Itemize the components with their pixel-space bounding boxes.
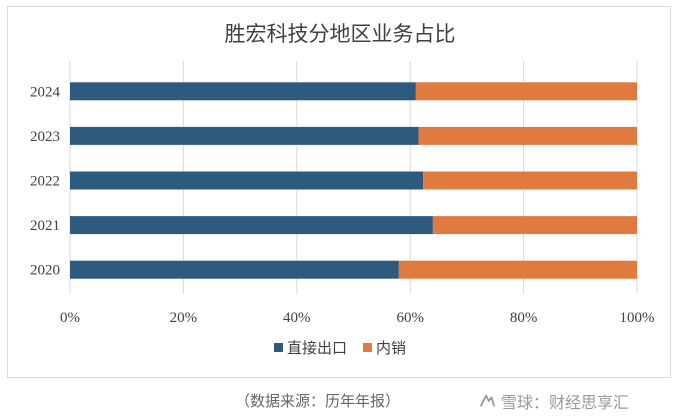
bar-2024-内销 — [415, 82, 637, 101]
bar-2022-内销 — [423, 171, 637, 190]
x-tick-label: 100% — [620, 310, 655, 326]
x-tick-label: 80% — [510, 310, 538, 326]
legend-swatch — [363, 343, 372, 352]
bar-2020-直接出口 — [70, 260, 399, 279]
y-tick-label: 2022 — [30, 174, 60, 190]
y-axis-labels: 2024 2023 2022 2021 2020 — [30, 84, 61, 278]
bar-2024-直接出口 — [70, 82, 416, 101]
x-tick-label: 40% — [283, 310, 311, 326]
bar-2021-内销 — [432, 216, 637, 235]
watermark: 雪球：财经思享汇 — [478, 389, 629, 413]
watermark-text: 雪球：财经思享汇 — [501, 393, 630, 412]
bar-2023-内销 — [418, 126, 637, 145]
chart-frame: 胜宏科技分地区业务占比 2024 2023 2022 2021 2020 0% 20% 40… — [7, 6, 671, 378]
legend: 直接出口 内销 — [274, 339, 406, 357]
x-axis-labels: 0% 20% 40% 60% 80% 100% — [60, 310, 655, 326]
y-tick-label: 2023 — [30, 129, 60, 145]
bar-2022-直接出口 — [70, 171, 424, 190]
chart-title: 胜宏科技分地区业务占比 — [225, 22, 456, 46]
chart-canvas: 胜宏科技分地区业务占比 2024 2023 2022 2021 2020 0% 20% 40… — [30, 22, 655, 357]
y-tick-label: 2020 — [30, 263, 60, 279]
bars — [70, 82, 637, 279]
bar-2023-直接出口 — [70, 126, 419, 145]
snowball-logo-icon — [479, 394, 496, 407]
legend-label: 内销 — [376, 339, 406, 357]
x-tick-label: 60% — [396, 310, 424, 326]
source-note: （数据来源：历年年报） — [235, 392, 401, 410]
y-tick-label: 2021 — [30, 218, 60, 234]
y-tick-label: 2024 — [30, 84, 61, 100]
bar-2020-内销 — [398, 260, 637, 279]
bar-2021-直接出口 — [70, 216, 433, 235]
x-tick-label: 20% — [170, 310, 198, 326]
x-tick-label: 0% — [60, 310, 80, 326]
legend-label: 直接出口 — [287, 339, 347, 357]
legend-swatch — [274, 343, 283, 352]
